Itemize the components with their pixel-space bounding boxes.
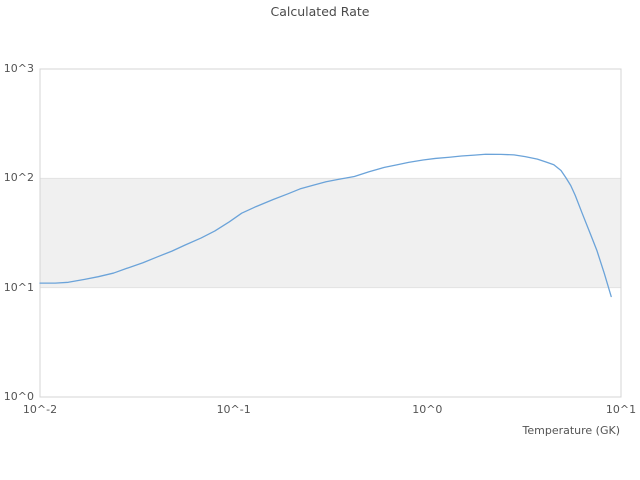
highlight-band — [40, 178, 621, 288]
y-tick-label: 10^3 — [3, 62, 34, 75]
x-tick-label: 10^-1 — [216, 403, 251, 416]
chart-title: Calculated Rate — [270, 4, 370, 19]
x-tick-label: 10^0 — [412, 403, 443, 416]
y-tick-label: 10^2 — [3, 171, 34, 185]
y-tick-label: 10^0 — [3, 390, 34, 403]
x-tick-label: 10^1 — [605, 403, 637, 416]
rate-line — [39, 153, 612, 298]
plot-border — [39, 68, 622, 398]
y-tick-label: 10^1 — [3, 280, 34, 294]
x-axis-title: Temperature (GK) — [522, 424, 621, 437]
x-tick-label: 10^-2 — [22, 403, 58, 416]
